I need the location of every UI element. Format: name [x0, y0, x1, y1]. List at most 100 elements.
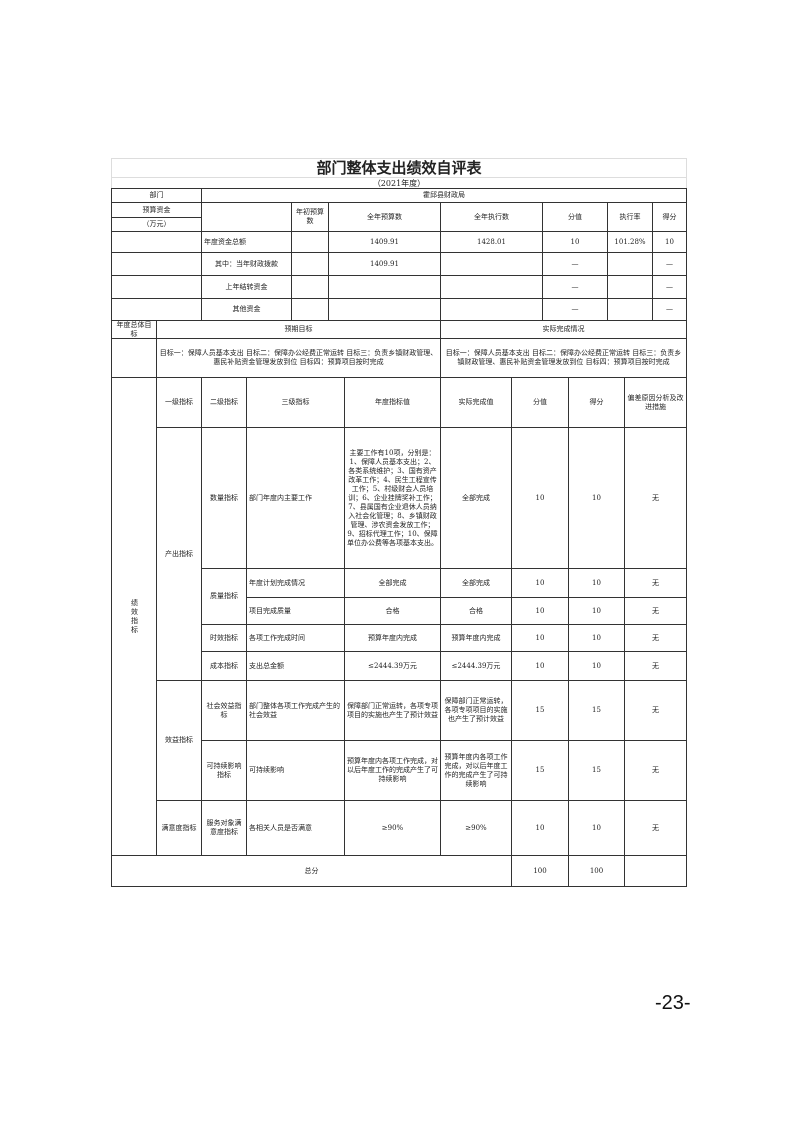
- indicator-deviation: 无: [624, 740, 687, 801]
- indicator-target: 主要工作有10项，分别是：1、保障人员基本支出；2、各类系统维护；3、国有资产改…: [344, 427, 441, 569]
- budget-cell: [328, 275, 441, 299]
- dept-label: 部门: [111, 188, 202, 203]
- indicator-deviation: 无: [624, 800, 687, 856]
- indicator-l3: 部门年度内主要工作: [246, 427, 345, 569]
- indicator-score: 10: [568, 427, 625, 569]
- document-title: 部门整体支出绩效自评表: [111, 158, 687, 178]
- indicator-score: 10: [568, 568, 625, 598]
- indicator-actual: ≤2444.39万元: [440, 651, 512, 681]
- indicator-target: 合格: [344, 597, 441, 625]
- budget-cell: —: [542, 298, 608, 321]
- budget-row-label: 年度资金总额: [201, 231, 292, 253]
- indicator-deviation: 无: [624, 597, 687, 625]
- indicator-target: 预算年度内各项工作完成，对以后年度工作的完成产生了可持续影响: [344, 740, 441, 801]
- budget-cell: 1428.01: [440, 231, 543, 253]
- indicator-l3: 各相关人员是否满意: [246, 800, 345, 856]
- blank-cell: [111, 252, 202, 276]
- budget-cell: [607, 252, 653, 276]
- indicator-header: 年度指标值: [344, 377, 441, 428]
- indicator-deviation: 无: [624, 427, 687, 569]
- indicator-target: 保障部门正常运转，各项专项项目的实施也产生了预计效益: [344, 680, 441, 741]
- indicator-value: 15: [511, 740, 569, 801]
- budget-header: 全年预算数: [328, 202, 441, 232]
- budget-cell: —: [652, 252, 687, 276]
- total-value: 100: [511, 855, 569, 887]
- budget-row-label: 上年结转资金: [201, 275, 292, 299]
- total-deviation: [624, 855, 687, 887]
- budget-cell: 101.28%: [607, 231, 653, 253]
- budget-header: 执行率: [607, 202, 653, 232]
- budget-cell: [291, 298, 329, 321]
- indicator-value: 10: [511, 597, 569, 625]
- dept-value: 霍邱县财政局: [201, 188, 687, 203]
- budget-cell: [607, 298, 653, 321]
- expected-header: 预期目标: [156, 320, 441, 339]
- budget-cell: [291, 252, 329, 276]
- indicator-actual: ≥90%: [440, 800, 512, 856]
- unit-label: （万元）: [111, 217, 202, 232]
- indicator-score: 15: [568, 740, 625, 801]
- indicator-deviation: 无: [624, 568, 687, 598]
- budget-header: 分值: [542, 202, 608, 232]
- indicator-header: 三级指标: [246, 377, 345, 428]
- total-score: 100: [568, 855, 625, 887]
- budget-row-label: 其中：当年财政拨款: [201, 252, 292, 276]
- indicator-score: 10: [568, 651, 625, 681]
- budget-cell: [291, 231, 329, 253]
- budget-header: 年初预算数: [291, 202, 329, 232]
- indicator-target: 全部完成: [344, 568, 441, 598]
- indicator-deviation: 无: [624, 680, 687, 741]
- budget-cell: [440, 275, 543, 299]
- level2-cell: 质量指标: [201, 568, 247, 625]
- page-number: -23-: [655, 992, 691, 1014]
- indicator-header: 偏差原因分析及改进措施: [624, 377, 687, 428]
- indicator-actual: 预算年度内各项工作完成，对以后年度工作的完成产生了可持续影响: [440, 740, 512, 801]
- indicator-score: 10: [568, 800, 625, 856]
- indicator-score: 10: [568, 624, 625, 652]
- indicator-l3: 年度计划完成情况: [246, 568, 345, 598]
- budget-cell: [328, 298, 441, 321]
- budget-cell: 1409.91: [328, 252, 441, 276]
- indicator-header: 得分: [568, 377, 625, 428]
- level2-cell: 可持续影响指标: [201, 740, 247, 801]
- level1-benefit: 效益指标: [156, 680, 202, 801]
- expected-goals: 目标一：保障人员基本支出 目标二：保障办公经费正常运转 目标三：负责乡镇财政管理…: [156, 338, 441, 378]
- level2-cell: 服务对象满意度指标: [201, 800, 247, 856]
- budget-cell: 10: [542, 231, 608, 253]
- indicator-header: 分值: [511, 377, 569, 428]
- indicator-score: 10: [568, 597, 625, 625]
- indicator-score: 15: [568, 680, 625, 741]
- indicator-header: 二级指标: [201, 377, 247, 428]
- funds-label: 预算资金: [111, 202, 202, 218]
- indicator-l3: 支出总金额: [246, 651, 345, 681]
- actual-goals: 目标一：保障人员基本支出 目标二：保障办公经费正常运转 目标三：负责乡镇财政管理…: [440, 338, 687, 378]
- budget-cell: [607, 275, 653, 299]
- total-label: 总分: [111, 855, 512, 887]
- indicator-value: 10: [511, 651, 569, 681]
- budget-cell: —: [652, 275, 687, 299]
- indicator-actual: 全部完成: [440, 427, 512, 569]
- indicator-target: ≥90%: [344, 800, 441, 856]
- budget-cell: —: [542, 275, 608, 299]
- budget-row-label: 其他资金: [201, 298, 292, 321]
- indicator-value: 15: [511, 680, 569, 741]
- indicator-actual: 合格: [440, 597, 512, 625]
- indicator-actual: 保障部门正常运转，各项专项项目的实施也产生了预计效益: [440, 680, 512, 741]
- indicators-section-label: 绩效指标: [111, 377, 157, 856]
- indicator-value: 10: [511, 800, 569, 856]
- blank-cell: [111, 338, 157, 378]
- budget-cell: —: [542, 252, 608, 276]
- indicator-deviation: 无: [624, 651, 687, 681]
- budget-cell: 1409.91: [328, 231, 441, 253]
- level1-output: 产出指标: [156, 427, 202, 681]
- level2-cell: 时效指标: [201, 624, 247, 652]
- budget-cell: [440, 298, 543, 321]
- budget-cell: [440, 252, 543, 276]
- indicator-l3: 各项工作完成时间: [246, 624, 345, 652]
- indicator-l3: 可持续影响: [246, 740, 345, 801]
- indicator-value: 10: [511, 624, 569, 652]
- budget-header: 全年执行数: [440, 202, 543, 232]
- indicator-header: 实际完成值: [440, 377, 512, 428]
- indicator-target: 预算年度内完成: [344, 624, 441, 652]
- budget-cell: —: [652, 298, 687, 321]
